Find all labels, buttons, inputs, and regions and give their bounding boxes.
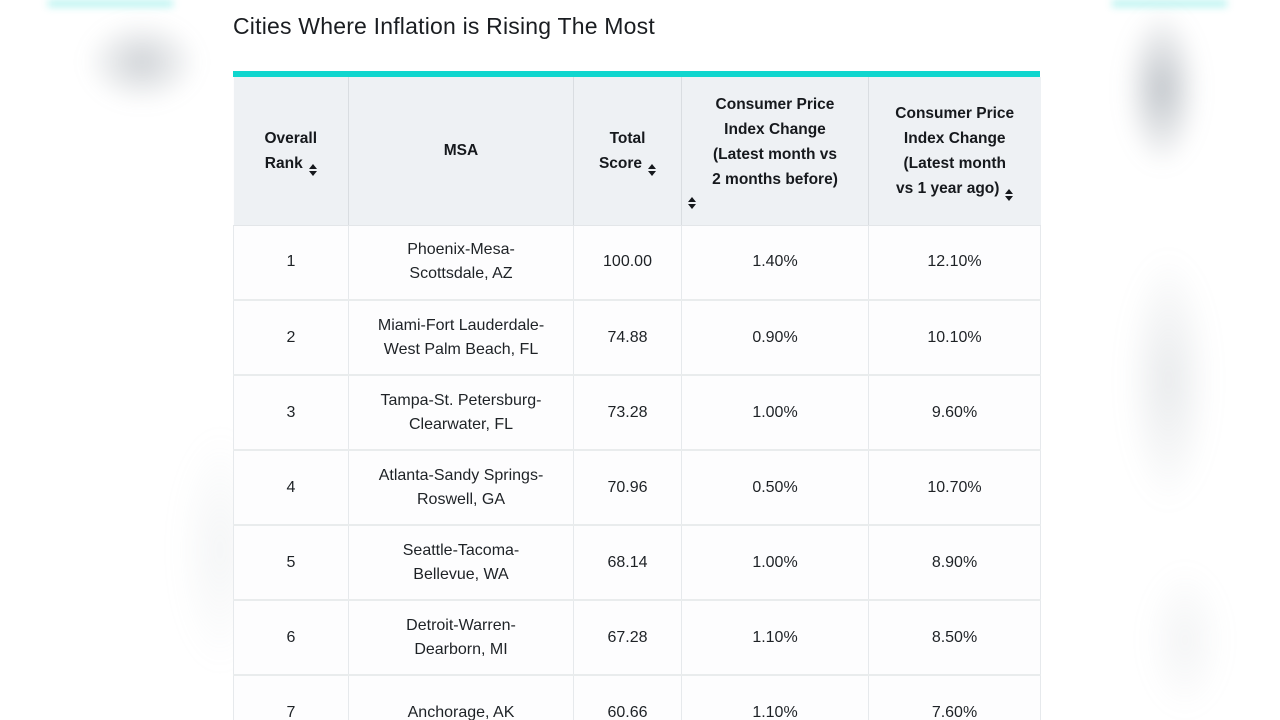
column-header-label: Overall Rank bbox=[264, 129, 318, 172]
table-row: 3 Tampa-St. Petersburg- Clearwater, FL 7… bbox=[233, 374, 1041, 451]
cell-cpi-1yr: 12.10% bbox=[868, 224, 1041, 301]
column-header-total-score[interactable]: Total Score bbox=[573, 77, 682, 226]
cell-rank: 7 bbox=[233, 674, 349, 720]
cell-rank: 6 bbox=[233, 599, 349, 676]
cell-total-score: 68.14 bbox=[573, 524, 682, 601]
backdrop-blur-right-top bbox=[1108, 0, 1228, 215]
cell-total-score: 74.88 bbox=[573, 299, 682, 376]
column-header-label: Total Score bbox=[598, 129, 646, 172]
page-title: Cities Where Inflation is Rising The Mos… bbox=[233, 13, 655, 39]
table-row: 4 Atlanta-Sandy Springs- Roswell, GA 70.… bbox=[233, 449, 1041, 526]
cell-cpi-2mo: 1.00% bbox=[681, 374, 869, 451]
cell-rank: 2 bbox=[233, 299, 349, 376]
column-header-cpi-change-2-months[interactable]: Consumer Price Index Change (Latest mont… bbox=[681, 77, 869, 226]
cell-rank: 4 bbox=[233, 449, 349, 526]
column-header-cpi-change-1-year[interactable]: Consumer Price Index Change (Latest mont… bbox=[868, 77, 1041, 226]
cell-total-score: 70.96 bbox=[573, 449, 682, 526]
inflation-table: Overall Rank MSA Total Score Consumer Pr… bbox=[233, 71, 1041, 720]
sort-arrows-icon bbox=[1005, 188, 1014, 201]
cell-msa: Phoenix-Mesa- Scottsdale, AZ bbox=[348, 224, 574, 301]
table-row: 1 Phoenix-Mesa- Scottsdale, AZ 100.00 1.… bbox=[233, 224, 1041, 301]
teal-glow-top-left bbox=[48, 0, 173, 7]
backdrop-blur-left bbox=[40, 0, 210, 150]
cell-total-score: 60.66 bbox=[573, 674, 682, 720]
cell-rank: 3 bbox=[233, 374, 349, 451]
cell-rank: 5 bbox=[233, 524, 349, 601]
cell-cpi-1yr: 8.90% bbox=[868, 524, 1041, 601]
cell-total-score: 73.28 bbox=[573, 374, 682, 451]
cell-msa: Atlanta-Sandy Springs- Roswell, GA bbox=[348, 449, 574, 526]
cell-cpi-2mo: 0.50% bbox=[681, 449, 869, 526]
cell-cpi-1yr: 7.60% bbox=[868, 674, 1041, 720]
cell-cpi-2mo: 1.00% bbox=[681, 524, 869, 601]
column-header-overall-rank[interactable]: Overall Rank bbox=[233, 77, 349, 226]
sort-arrows-icon bbox=[688, 197, 862, 210]
sort-arrows-icon bbox=[308, 163, 317, 176]
cell-cpi-1yr: 9.60% bbox=[868, 374, 1041, 451]
column-header-msa: MSA bbox=[348, 77, 574, 226]
cell-cpi-2mo: 1.10% bbox=[681, 599, 869, 676]
backdrop-blur-right-lower bbox=[1120, 540, 1250, 720]
teal-glow-top-right bbox=[1112, 0, 1227, 7]
cell-msa: Seattle-Tacoma- Bellevue, WA bbox=[348, 524, 574, 601]
cell-msa: Tampa-St. Petersburg- Clearwater, FL bbox=[348, 374, 574, 451]
cell-cpi-1yr: 10.70% bbox=[868, 449, 1041, 526]
data-table: Overall Rank MSA Total Score Consumer Pr… bbox=[233, 77, 1041, 720]
table-row: 2 Miami-Fort Lauderdale- West Palm Beach… bbox=[233, 299, 1041, 376]
table-row: 6 Detroit-Warren- Dearborn, MI 67.28 1.1… bbox=[233, 599, 1041, 676]
cell-cpi-2mo: 0.90% bbox=[681, 299, 869, 376]
cell-total-score: 100.00 bbox=[573, 224, 682, 301]
cell-cpi-2mo: 1.10% bbox=[681, 674, 869, 720]
backdrop-blur-right-mid bbox=[1110, 200, 1240, 560]
column-header-label: MSA bbox=[443, 142, 479, 160]
cell-total-score: 67.28 bbox=[573, 599, 682, 676]
cell-cpi-1yr: 8.50% bbox=[868, 599, 1041, 676]
cell-msa: Detroit-Warren- Dearborn, MI bbox=[348, 599, 574, 676]
header-row: Overall Rank MSA Total Score Consumer Pr… bbox=[233, 77, 1041, 226]
table-accent-bar bbox=[233, 71, 1040, 77]
cell-msa: Anchorage, AK bbox=[348, 674, 574, 720]
cell-cpi-2mo: 1.40% bbox=[681, 224, 869, 301]
table-row: 5 Seattle-Tacoma- Bellevue, WA 68.14 1.0… bbox=[233, 524, 1041, 601]
sort-arrows-icon bbox=[648, 163, 657, 176]
cell-cpi-1yr: 10.10% bbox=[868, 299, 1041, 376]
column-header-label: Consumer Price Index Change (Latest mont… bbox=[895, 104, 1015, 197]
cell-msa: Miami-Fort Lauderdale- West Palm Beach, … bbox=[348, 299, 574, 376]
cell-rank: 1 bbox=[233, 224, 349, 301]
table-row: 7 Anchorage, AK 60.66 1.10% 7.60% bbox=[233, 674, 1041, 720]
column-header-label: Consumer Price Index Change (Latest mont… bbox=[712, 96, 838, 189]
